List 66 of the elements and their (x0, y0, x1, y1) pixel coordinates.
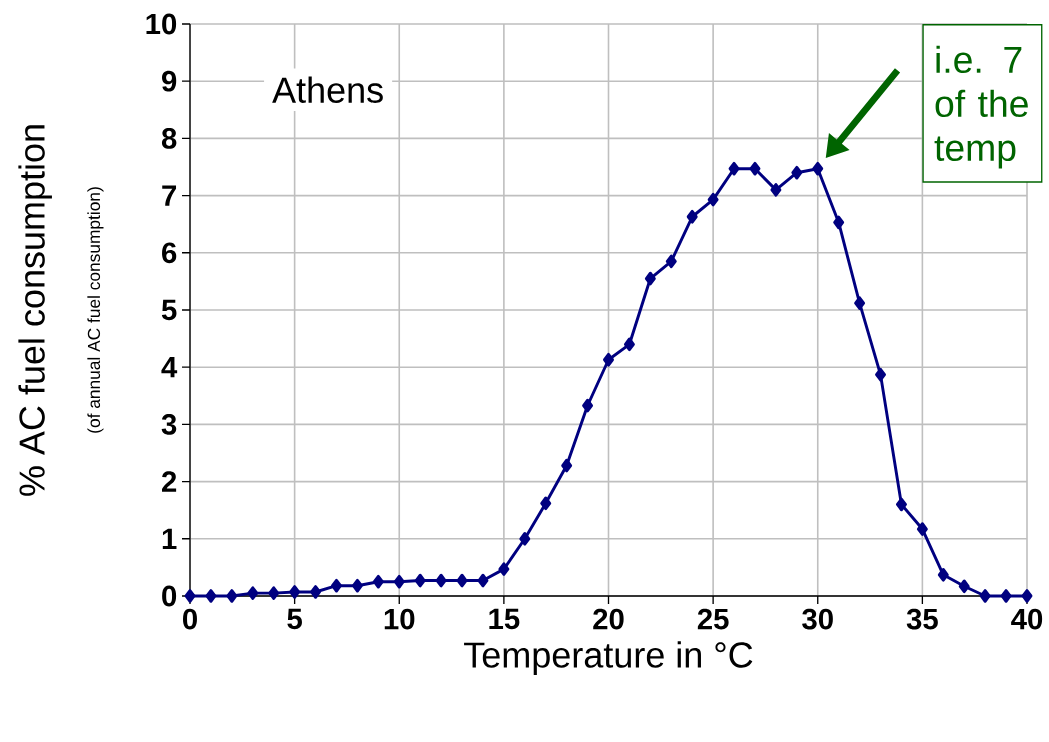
point (351, 578, 363, 593)
point (749, 161, 761, 176)
y-axis-title: % AC fuel consumption (18, 125, 52, 496)
point (665, 254, 677, 269)
point (184, 589, 196, 603)
point (289, 585, 301, 599)
point (414, 573, 426, 588)
x-tick-label: 10 (384, 608, 415, 630)
point (1000, 589, 1012, 603)
point (268, 586, 280, 600)
point (519, 531, 531, 546)
y-tick-label: 2 (162, 471, 177, 492)
annotation: i.e. 7 of the temp (934, 45, 1028, 169)
y-tick-label: 3 (161, 413, 177, 435)
x-axis-title: Temperature in °C (464, 641, 753, 675)
point (812, 161, 824, 176)
point (644, 271, 656, 286)
y-tick-label: 10 (146, 13, 177, 35)
point (937, 568, 949, 582)
point (791, 165, 803, 180)
point (561, 458, 573, 473)
point (435, 573, 447, 588)
x-tick-label: 35 (906, 608, 938, 630)
point (393, 574, 405, 589)
point (456, 573, 468, 588)
y-tick-label: 7 (162, 185, 177, 206)
x-tick-label: 0 (183, 608, 197, 630)
annotation: Athens (272, 76, 383, 103)
y-tick-label: 8 (161, 128, 177, 149)
point (540, 496, 552, 511)
point (770, 183, 782, 197)
point (226, 589, 238, 603)
y-tick-label: 0 (162, 585, 177, 607)
point (477, 573, 489, 588)
point (331, 578, 342, 593)
point (979, 589, 991, 603)
y-tick-label: 1 (162, 528, 177, 549)
y-tick-label: 5 (161, 299, 177, 321)
x-tick-label: 30 (802, 608, 833, 630)
point (498, 562, 510, 576)
point (623, 337, 635, 352)
point (728, 161, 740, 176)
point (833, 215, 845, 230)
point (247, 586, 259, 600)
point (603, 352, 614, 367)
x-tick-label: 15 (489, 608, 520, 630)
x-tick-label: 40 (1011, 608, 1043, 630)
point (707, 192, 719, 207)
point (916, 522, 928, 536)
point (686, 209, 698, 224)
point (854, 296, 866, 310)
point (958, 579, 970, 594)
point (310, 585, 322, 599)
point (875, 367, 886, 382)
y-tick-label: 9 (162, 70, 177, 92)
x-tick-label: 25 (697, 608, 729, 630)
text: (of annual AC fuel consumption) (87, 187, 104, 433)
point (895, 497, 907, 512)
y-tick-label: 6 (162, 242, 177, 264)
point (582, 398, 594, 413)
x-tick-label: 20 (593, 608, 624, 630)
point (1021, 589, 1033, 603)
y-tick-label: 4 (161, 357, 178, 378)
x-tick-label: 5 (287, 608, 302, 630)
point (205, 589, 217, 603)
point (372, 574, 384, 589)
